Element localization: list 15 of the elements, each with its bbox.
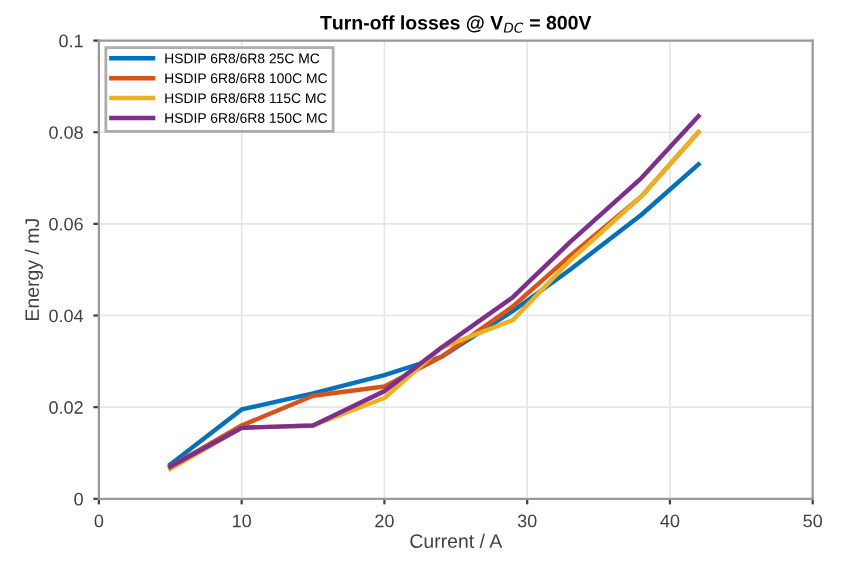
y-tick-label: 0 — [74, 492, 83, 506]
y-tick-label: 0.1 — [59, 34, 83, 48]
chart-title: Turn-off losses @ V$_{DC}$ = 800V — [320, 15, 592, 33]
x-tick-label: 10 — [233, 514, 251, 528]
y-tick-label: 0.08 — [49, 126, 83, 139]
x-axis-title: Current / A — [410, 533, 503, 548]
y-tick-label: 0.04 — [49, 309, 84, 323]
x-tick-label: 50 — [803, 514, 823, 528]
y-tick-label: 0.06 — [49, 217, 83, 231]
x-tick-label: 20 — [375, 514, 394, 528]
y-tick-label: 0.02 — [49, 401, 83, 414]
x-tick-label: 40 — [660, 514, 680, 528]
y-axis-title: Energy / mJ — [24, 219, 43, 320]
x-tick-label: 0 — [94, 514, 104, 528]
x-tick-label: 30 — [517, 514, 537, 528]
